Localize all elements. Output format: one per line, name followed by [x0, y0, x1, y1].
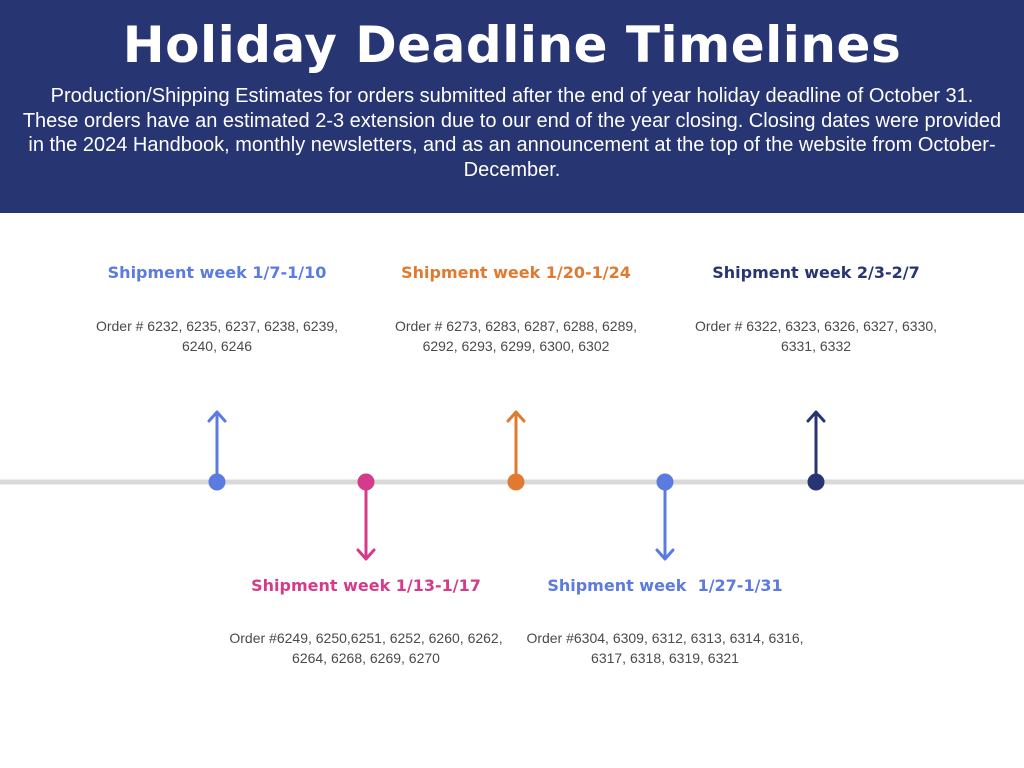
- milestone-marker-3: [506, 410, 526, 491]
- milestone-marker-2: [356, 473, 376, 561]
- milestone-dot-1: [208, 473, 226, 491]
- milestone-orders-5: Order # 6322, 6323, 6326, 6327, 6330, 63…: [694, 318, 938, 354]
- milestone-title-5: Shipment week 2/3-2/7: [712, 263, 920, 282]
- milestone-title-2: Shipment week 1/13-1/17: [251, 576, 481, 595]
- milestone-dot-3: [507, 473, 525, 491]
- timeline: Shipment week 1/7-1/10 Order # 6232, 623…: [0, 213, 1024, 768]
- page-title: Holiday Deadline Timelines: [122, 16, 902, 74]
- milestone-title-1: Shipment week 1/7-1/10: [107, 263, 327, 282]
- milestone-dot-5: [807, 473, 825, 491]
- milestone-orders-2: Order #6249, 6250,6251, 6252, 6260, 6262…: [229, 630, 503, 666]
- milestone-title-4: Shipment week 1/27-1/31: [547, 576, 783, 595]
- arrow-down-icon: [356, 548, 376, 561]
- arrow-up-icon: [506, 410, 526, 423]
- milestone-title-3: Shipment week 1/20-1/24: [401, 263, 631, 282]
- page-subtitle: Production/Shipping Estimates for orders…: [22, 85, 1002, 181]
- arrow-up-icon: [207, 410, 227, 423]
- milestone-marker-1: [207, 410, 227, 491]
- timeline-graphic: [0, 410, 1024, 561]
- header-banner: Holiday Deadline Timelines Production/Sh…: [0, 0, 1024, 213]
- milestone-orders-3: Order # 6273, 6283, 6287, 6288, 6289, 62…: [394, 318, 638, 354]
- milestone-orders-1: Order # 6232, 6235, 6237, 6238, 6239, 62…: [95, 318, 339, 354]
- milestone-marker-5: [806, 410, 826, 491]
- milestone-orders-4: Order #6304, 6309, 6312, 6313, 6314, 631…: [526, 630, 804, 666]
- milestone-marker-4: [655, 473, 675, 561]
- milestone-dot-2: [357, 473, 375, 491]
- milestone-dot-4: [656, 473, 674, 491]
- arrow-down-icon: [655, 548, 675, 561]
- arrow-up-icon: [806, 410, 826, 423]
